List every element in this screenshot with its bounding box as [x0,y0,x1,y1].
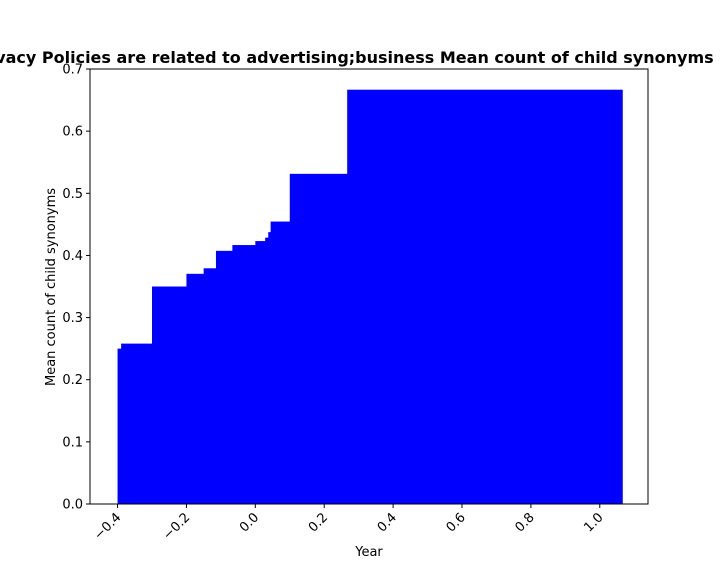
y-tick-label: 0.6 [62,125,83,140]
y-tick-label: 0.1 [62,435,83,450]
y-tick-label: 0.0 [62,498,83,513]
chart-title: Percentage of Privacy Policies are relat… [0,48,720,67]
x-tick-label: 1.0 [581,510,606,535]
x-tick-label: 0.2 [306,510,331,535]
y-tick-label: 0.5 [62,187,83,202]
y-tick-label: 0.7 [62,63,83,78]
x-axis-label: Year [354,545,383,560]
x-tick-label: 0.0 [237,510,262,535]
plot-frame [89,68,649,505]
bar [347,89,623,504]
x-axis: −0.4 −0.2 0.0 0.2 0.4 0.6 0.8 1.0 [91,504,607,543]
x-tick-label: 0.4 [375,510,400,535]
y-axis: 0.0 0.1 0.2 0.3 0.4 0.5 0.6 0.7 [62,63,90,513]
y-tick-label: 0.2 [62,373,83,388]
x-tick-label: 0.6 [444,510,469,535]
y-tick-label: 0.4 [62,249,83,264]
bars [117,89,623,505]
y-tick-label: 0.3 [62,311,83,326]
y-axis-label: Mean count of child synonyms [44,188,59,386]
x-tick-label: 0.8 [512,510,537,535]
x-tick-label: −0.2 [160,510,193,543]
x-tick-label: −0.4 [91,510,124,543]
